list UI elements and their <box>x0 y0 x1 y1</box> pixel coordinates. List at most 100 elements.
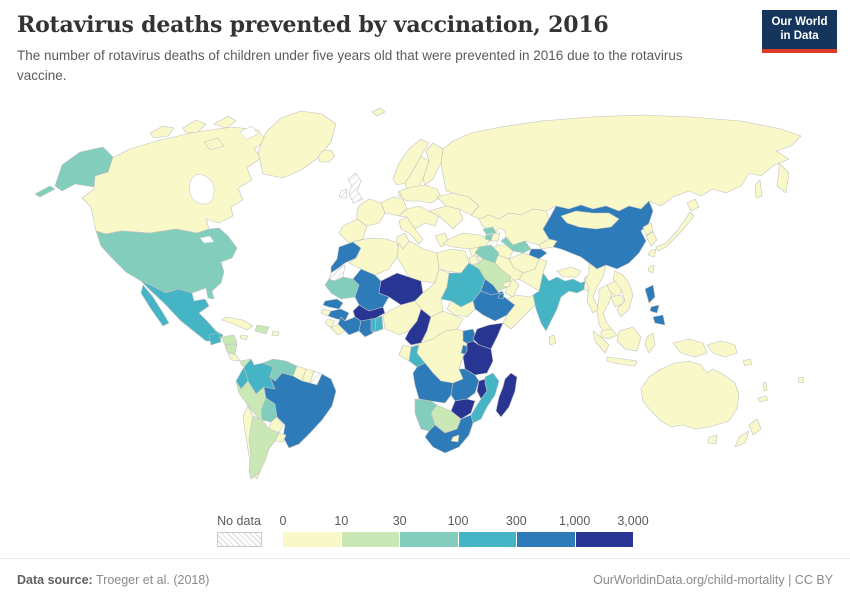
country-lesotho[interactable] <box>450 434 460 443</box>
country-malaysia[interactable] <box>600 328 618 340</box>
country-vanuatu[interactable] <box>762 381 768 392</box>
owid-logo[interactable]: Our World in Data <box>762 10 837 53</box>
legend-swatch[interactable] <box>458 532 517 547</box>
country-jamaica[interactable] <box>239 334 249 341</box>
country-uae[interactable] <box>502 280 512 288</box>
country-honduras[interactable] <box>220 334 238 346</box>
country-azerbaijan[interactable] <box>490 232 501 242</box>
country-usa-alaska-tail[interactable] <box>34 185 56 198</box>
country-india[interactable] <box>532 272 598 332</box>
country-angola[interactable] <box>412 362 454 404</box>
country-north-korea[interactable] <box>642 222 654 236</box>
country-sri-lanka[interactable] <box>548 334 557 346</box>
country-japan-kyushu[interactable] <box>647 248 657 258</box>
country-guinea[interactable] <box>327 308 350 322</box>
country-nepal[interactable] <box>556 266 582 278</box>
country-indonesia-sumatra[interactable] <box>592 330 610 354</box>
country-madagascar[interactable] <box>495 372 518 418</box>
owid-logo-line1: Our World <box>771 16 828 28</box>
country-philippines-luzon[interactable] <box>644 284 656 304</box>
country-somalia[interactable] <box>502 292 540 330</box>
country-nicaragua[interactable] <box>224 343 238 355</box>
no-data-swatch[interactable] <box>217 532 262 547</box>
country-china[interactable] <box>542 200 654 270</box>
arctic-island-outline <box>239 125 259 141</box>
country-russia-kamchatka[interactable] <box>776 162 790 194</box>
country-central-europe[interactable] <box>398 205 440 230</box>
country-hispaniola[interactable] <box>254 324 270 335</box>
country-svalbard[interactable] <box>371 107 386 117</box>
legend-swatch[interactable] <box>341 532 400 547</box>
country-canada-arctic-3[interactable] <box>213 115 237 129</box>
country-tanzania[interactable] <box>462 340 494 376</box>
country-indonesia-java[interactable] <box>606 356 638 367</box>
country-paraguay[interactable] <box>268 416 284 434</box>
country-senegal[interactable] <box>322 298 344 310</box>
country-canada[interactable] <box>81 126 267 235</box>
country-puerto-rico[interactable] <box>271 330 280 337</box>
great-lakes <box>199 235 215 244</box>
country-australia-tasmania[interactable] <box>707 434 718 445</box>
country-usa[interactable] <box>95 227 238 300</box>
country-mali[interactable] <box>352 268 390 312</box>
country-papua-new-guinea[interactable] <box>706 340 738 358</box>
legend-tick-label: 3,000 <box>617 514 649 528</box>
country-ireland[interactable] <box>338 188 348 199</box>
country-kenya[interactable] <box>472 322 504 350</box>
data-source: Data source: Troeger et al. (2018) <box>17 573 209 587</box>
country-costa-rica[interactable] <box>227 352 241 362</box>
country-taiwan[interactable] <box>647 264 655 274</box>
country-canada-arctic-1[interactable] <box>149 125 175 139</box>
country-djibouti[interactable] <box>497 292 505 300</box>
country-japan-hokkaido[interactable] <box>686 198 700 212</box>
legend-tick-label: 100 <box>447 514 469 528</box>
data-source-label: Data source: <box>17 572 93 587</box>
country-canada-arctic-2[interactable] <box>182 119 207 134</box>
country-georgia[interactable] <box>482 226 497 235</box>
country-indonesia-papua[interactable] <box>672 338 708 358</box>
legend-swatch[interactable] <box>400 532 459 547</box>
country-south-africa[interactable] <box>424 414 474 454</box>
country-argentina[interactable] <box>248 415 280 480</box>
country-indonesia-borneo[interactable] <box>616 326 642 352</box>
country-mexico-baja[interactable] <box>140 284 170 327</box>
country-guatemala[interactable] <box>208 332 222 346</box>
country-uruguay[interactable] <box>274 432 287 443</box>
country-indonesia-sulawesi[interactable] <box>644 332 656 354</box>
country-france[interactable] <box>356 198 386 227</box>
country-russia[interactable] <box>440 114 802 220</box>
country-new-zealand-north[interactable] <box>748 418 762 436</box>
country-poland-baltics[interactable] <box>398 184 442 204</box>
country-iceland[interactable] <box>317 149 336 163</box>
country-vietnam[interactable] <box>612 270 634 318</box>
country-fiji[interactable] <box>797 376 805 384</box>
country-canada-arctic-4[interactable] <box>203 137 225 151</box>
country-cuba[interactable] <box>221 316 254 331</box>
legend-swatch[interactable] <box>283 532 342 547</box>
country-russia-sakhalin[interactable] <box>754 179 763 199</box>
country-usa-alaska[interactable] <box>54 146 114 192</box>
country-greenland[interactable] <box>257 110 337 179</box>
country-philippines-visayas[interactable] <box>649 304 660 314</box>
country-algeria[interactable] <box>348 237 400 276</box>
country-philippines-mindanao[interactable] <box>652 314 666 326</box>
country-oman[interactable] <box>504 278 520 298</box>
country-japan-honshu[interactable] <box>655 211 695 252</box>
legend-swatch[interactable] <box>575 532 633 547</box>
country-solomon-islands[interactable] <box>742 358 753 367</box>
country-new-zealand-south[interactable] <box>734 430 750 448</box>
chart-footer: Data source: Troeger et al. (2018) OurWo… <box>0 558 850 600</box>
country-burkina-faso[interactable] <box>352 304 386 322</box>
country-benin[interactable] <box>374 315 384 333</box>
country-south-sudan[interactable] <box>446 300 476 318</box>
country-south-korea[interactable] <box>645 231 658 247</box>
legend-swatch[interactable] <box>517 532 576 547</box>
country-uk[interactable] <box>347 172 364 204</box>
country-norway[interactable] <box>392 138 430 186</box>
country-australia[interactable] <box>640 360 740 430</box>
country-mexico[interactable] <box>140 280 224 342</box>
owid-link[interactable]: OurWorldinData.org/child-mortality <box>593 572 785 587</box>
country-new-caledonia[interactable] <box>757 395 769 403</box>
country-mongolia[interactable] <box>560 210 620 230</box>
license-badge[interactable]: CC BY <box>794 572 833 587</box>
